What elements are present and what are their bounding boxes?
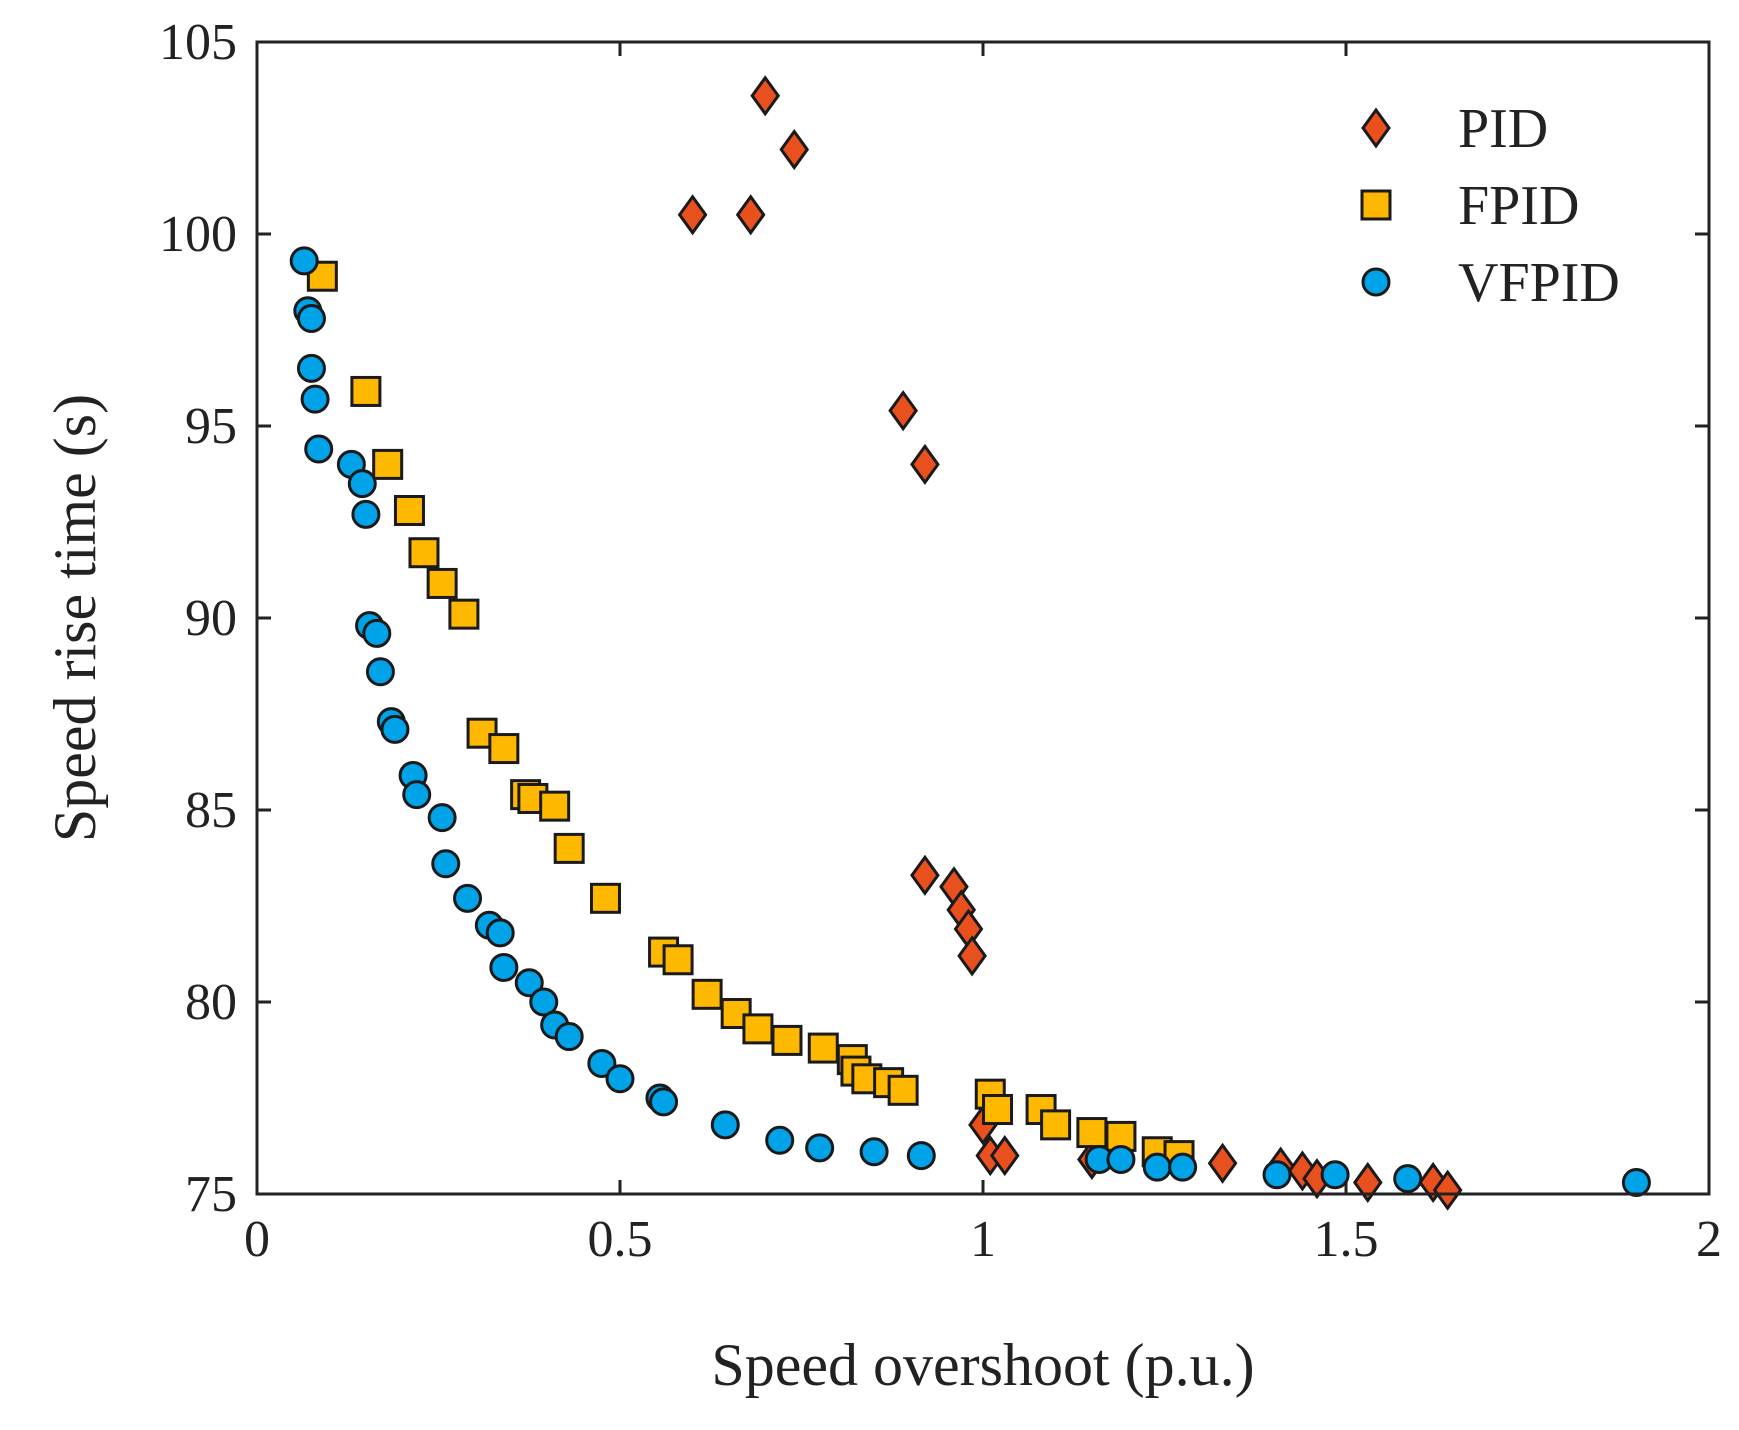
vfpid-point	[347, 469, 377, 499]
fpid-point	[448, 598, 480, 630]
legend-entry-vfpid: VFPID	[1361, 252, 1620, 314]
pid-point	[957, 935, 987, 977]
fpid-point	[887, 1074, 919, 1106]
fpid-point	[539, 790, 571, 822]
vfpid-point	[587, 1048, 617, 1078]
vfpid-point	[1142, 1152, 1172, 1182]
vfpid-point	[710, 1110, 740, 1140]
fpid-point	[488, 733, 520, 765]
vfpid-point	[351, 499, 381, 529]
vfpid-point	[1320, 1160, 1350, 1190]
pid-point	[677, 194, 708, 236]
fpid-point	[691, 978, 723, 1010]
vfpid-point	[289, 246, 319, 276]
vfpid-point	[605, 1064, 635, 1094]
legend-entry-fpid: FPID	[1360, 175, 1579, 237]
vfpid-point	[1262, 1160, 1292, 1190]
legend-label: PID	[1458, 98, 1548, 160]
vfpid-point	[402, 780, 432, 810]
data-markers	[289, 75, 1651, 1211]
vfpid-point	[805, 1133, 835, 1163]
fpid-point	[553, 832, 585, 864]
pid-point	[989, 1135, 1020, 1177]
legend: PID FPID VFPID	[1360, 98, 1620, 314]
fpid-point	[1040, 1109, 1072, 1141]
vfpid-point	[906, 1141, 936, 1171]
vfpid-point	[859, 1137, 889, 1167]
pid-point	[779, 128, 810, 171]
fpid-point	[982, 1094, 1014, 1126]
y-tick-label: 90	[185, 590, 237, 647]
series-fpid	[306, 260, 1195, 1172]
series-pid	[677, 75, 1463, 1211]
x-tick-label: 1.5	[1314, 1211, 1379, 1268]
vfpid-point	[1621, 1167, 1651, 1197]
y-tick-label: 85	[185, 782, 237, 839]
vfpid-point	[453, 883, 483, 913]
fpid-point	[807, 1032, 839, 1064]
x-tick-labels: 0 0.5 1 1.5 2	[244, 1211, 1722, 1268]
legend-diamond-marker	[1361, 107, 1391, 149]
vfpid-point	[362, 618, 392, 648]
y-tick-label: 75	[185, 1166, 237, 1223]
x-axis-label: Speed overshoot (p.u.)	[711, 1332, 1254, 1398]
pid-point	[888, 390, 918, 432]
legend-label: FPID	[1458, 175, 1579, 237]
fpid-point	[426, 567, 458, 599]
vfpid-point	[1393, 1164, 1423, 1194]
y-tick-label: 105	[159, 14, 237, 71]
vfpid-point	[489, 952, 519, 982]
vfpid-point	[765, 1125, 795, 1155]
vfpid-point	[1106, 1144, 1136, 1174]
vfpid-point	[427, 803, 457, 833]
x-tick-label: 0	[244, 1211, 270, 1268]
y-tick-label: 100	[159, 206, 237, 263]
x-tick-label: 1	[970, 1211, 996, 1268]
series-vfpid	[289, 246, 1651, 1197]
pid-point	[910, 443, 940, 485]
fpid-point	[393, 494, 425, 526]
vfpid-point	[431, 849, 461, 879]
pid-point	[910, 854, 940, 896]
legend-entry-pid: PID	[1361, 98, 1548, 160]
fpid-point	[771, 1024, 803, 1056]
axes-frame	[255, 40, 1711, 1196]
fpid-point	[350, 375, 382, 407]
vfpid-point	[300, 384, 330, 414]
y-axis-label: Speed rise time (s)	[42, 394, 108, 842]
legend-label: VFPID	[1458, 252, 1620, 314]
pid-point	[1352, 1161, 1383, 1204]
vfpid-point	[1168, 1152, 1198, 1182]
vfpid-point	[380, 714, 410, 744]
vfpid-point	[554, 1022, 584, 1052]
vfpid-point	[304, 434, 334, 464]
pid-point	[735, 194, 766, 236]
fpid-point	[662, 944, 694, 976]
legend-circle-marker	[1361, 267, 1391, 297]
vfpid-point	[296, 303, 326, 333]
vfpid-point	[296, 353, 326, 383]
fpid-point	[1076, 1117, 1108, 1149]
legend-square-marker	[1360, 189, 1392, 221]
fpid-point	[742, 1013, 774, 1045]
vfpid-point	[514, 968, 544, 998]
pid-point	[1432, 1169, 1463, 1211]
vfpid-point	[485, 918, 515, 948]
vfpid-point	[529, 987, 559, 1017]
pid-point	[750, 75, 781, 117]
pid-point	[1207, 1142, 1238, 1184]
fpid-point	[372, 448, 404, 480]
vfpid-point	[365, 657, 395, 687]
y-tick-label: 80	[185, 974, 237, 1031]
fpid-point	[408, 537, 440, 569]
vfpid-point	[649, 1087, 679, 1117]
x-tick-label: 2	[1696, 1211, 1722, 1268]
fpid-point	[589, 882, 621, 914]
y-tick-label: 95	[185, 398, 237, 455]
x-tick-label: 0.5	[588, 1211, 653, 1268]
y-tick-labels: 75 80 85 90 95 100 105	[159, 14, 237, 1223]
